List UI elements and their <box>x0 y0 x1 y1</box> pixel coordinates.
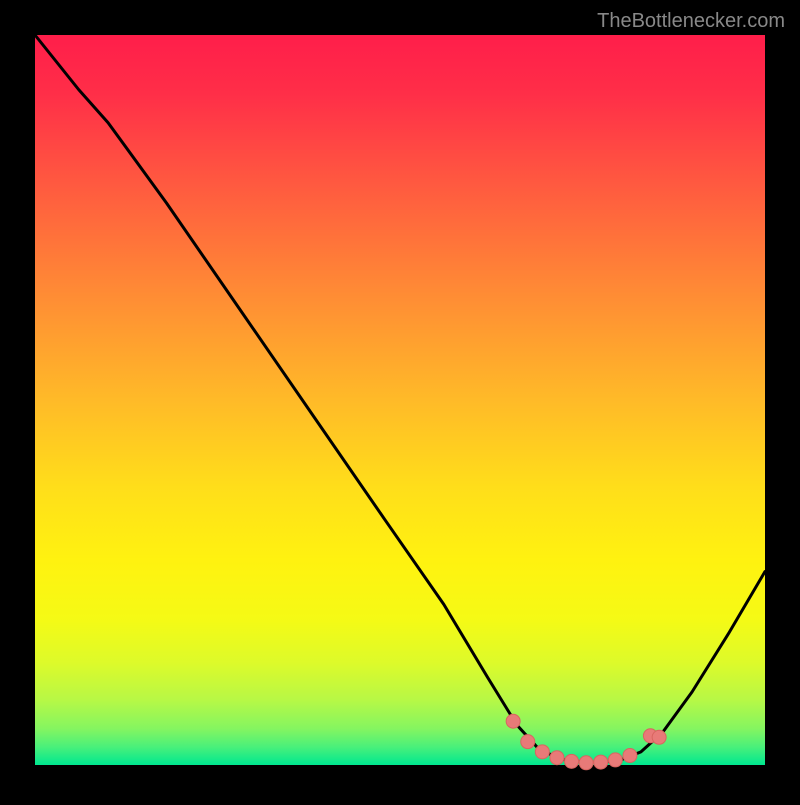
marker-point <box>565 754 579 768</box>
marker-point <box>579 756 593 770</box>
marker-point <box>594 755 608 769</box>
attribution-text: TheBottlenecker.com <box>597 10 785 33</box>
marker-point <box>521 735 535 749</box>
marker-point <box>550 751 564 765</box>
marker-point <box>608 753 622 767</box>
marker-point <box>506 714 520 728</box>
marker-point <box>535 745 549 759</box>
chart-svg <box>0 0 800 800</box>
marker-point <box>652 730 666 744</box>
chart-container: TheBottlenecker.com <box>0 0 800 800</box>
gradient-background <box>35 35 765 765</box>
marker-point <box>623 749 637 763</box>
